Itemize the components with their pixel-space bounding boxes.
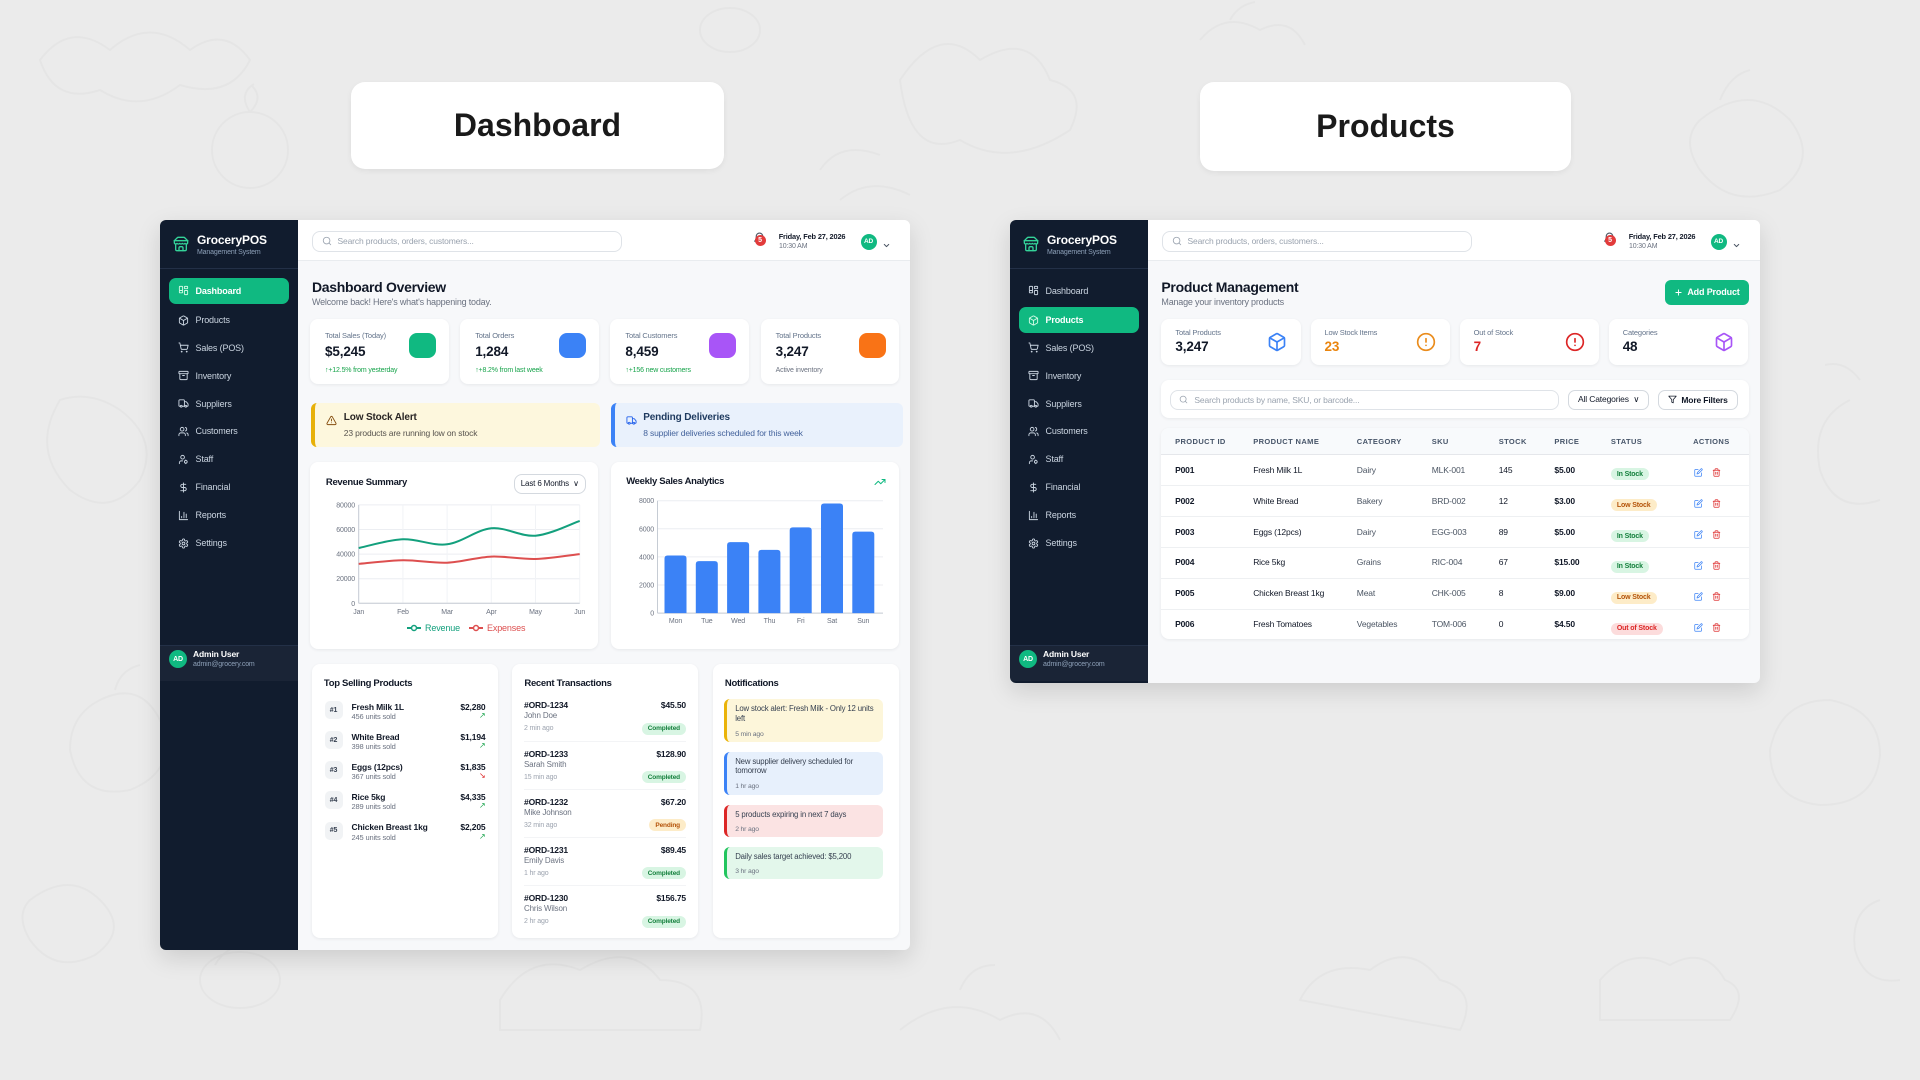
svg-text:Apr: Apr [486,609,497,616]
svg-text:0: 0 [352,601,356,608]
svg-text:Sat: Sat [827,618,837,625]
svg-text:2000: 2000 [639,582,654,589]
svg-text:Wed: Wed [731,618,745,625]
svg-text:Jan: Jan [354,609,365,616]
svg-text:Tue: Tue [701,618,713,625]
svg-text:0: 0 [650,610,654,617]
svg-text:60000: 60000 [337,527,356,534]
svg-text:Mon: Mon [669,618,682,625]
svg-text:Sun: Sun [857,618,869,625]
svg-text:6000: 6000 [639,526,654,533]
svg-text:20000: 20000 [337,576,356,583]
svg-text:Feb: Feb [397,609,409,616]
svg-text:Expenses: Expenses [487,623,526,633]
svg-text:Revenue: Revenue [425,623,460,633]
svg-text:40000: 40000 [337,551,356,558]
svg-text:May: May [529,609,542,616]
svg-text:Jun: Jun [575,609,586,616]
svg-text:8000: 8000 [639,498,654,505]
svg-text:4000: 4000 [639,554,654,561]
svg-text:Mar: Mar [442,609,454,616]
svg-text:Fri: Fri [797,618,805,625]
svg-text:80000: 80000 [337,502,356,509]
svg-text:Thu: Thu [763,618,775,625]
